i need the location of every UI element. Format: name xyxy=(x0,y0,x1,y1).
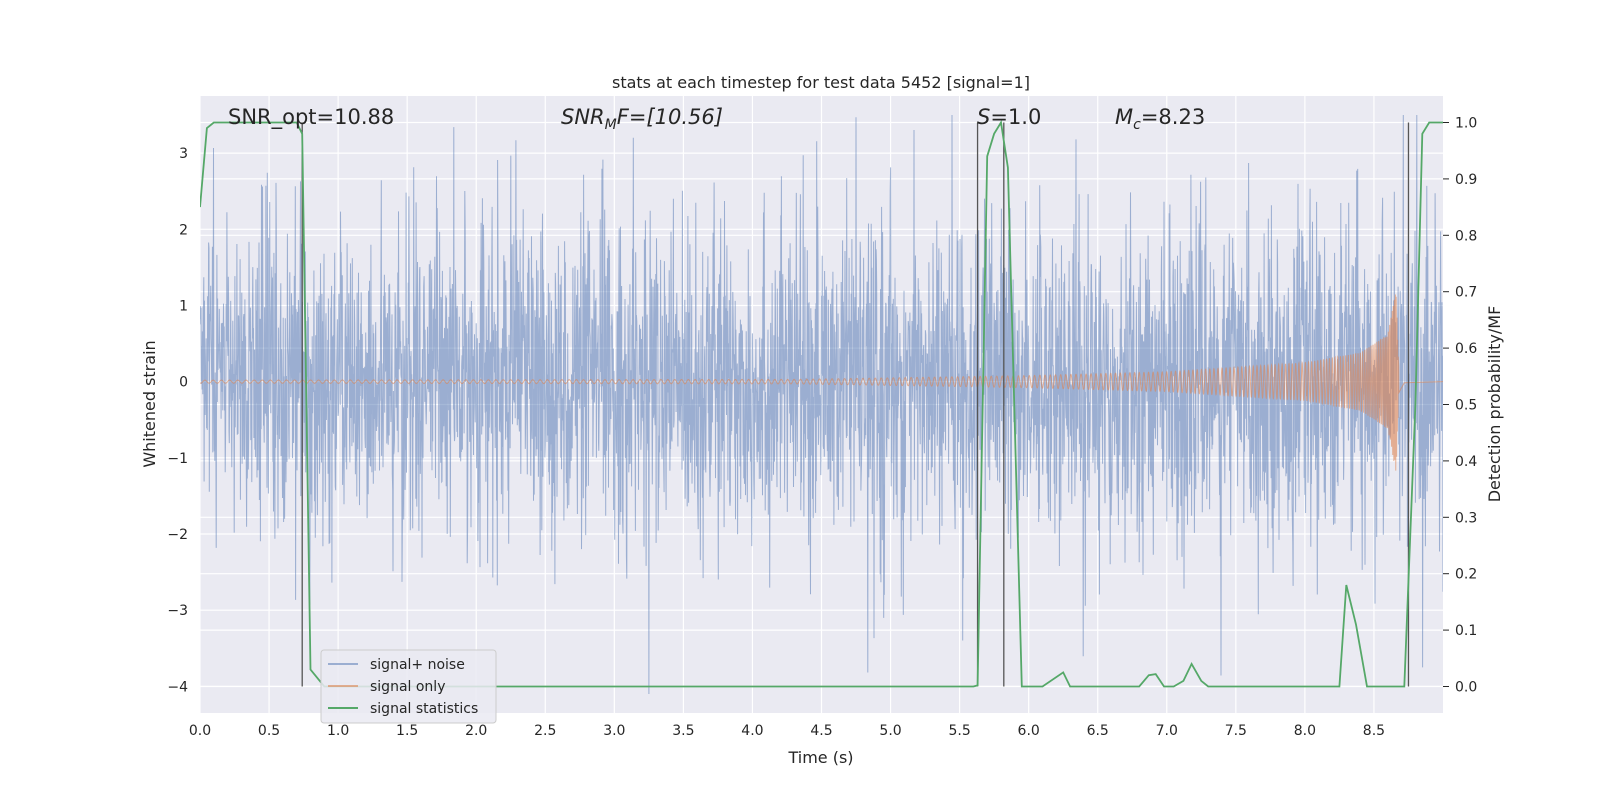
y2-tick-label: 0.4 xyxy=(1455,454,1477,470)
y2-tick-label: 0.6 xyxy=(1455,341,1477,357)
x-tick-label: 3.0 xyxy=(603,723,625,739)
legend-label-stats: signal statistics xyxy=(370,701,478,717)
y2-tick-label: 0.3 xyxy=(1455,510,1477,526)
y2-tick-label: 0.2 xyxy=(1455,567,1477,583)
x-tick-label: 7.0 xyxy=(1156,723,1178,739)
y-tick-label: 1 xyxy=(179,298,188,314)
y-tick-label: 0 xyxy=(179,375,188,391)
snr-mf-rest: F=[10.56] xyxy=(617,105,723,129)
x-tick-label: 4.0 xyxy=(741,723,763,739)
y2-tick-label: 0.7 xyxy=(1455,285,1477,301)
x-tick-label: 8.0 xyxy=(1294,723,1316,739)
x-tick-label: 4.5 xyxy=(810,723,832,739)
y2-tick-label: 0.5 xyxy=(1455,398,1477,414)
series-signal-only xyxy=(200,294,1443,471)
x-tick-label: 0.0 xyxy=(189,723,211,739)
x-tick-label: 1.5 xyxy=(396,723,418,739)
legend-label-signal: signal only xyxy=(370,679,445,695)
snr-mf-base: SNR xyxy=(561,105,605,129)
x-axis-label: Time (s) xyxy=(787,748,853,767)
y2-tick-label: 0.8 xyxy=(1455,228,1477,244)
x-tick-label: 1.0 xyxy=(327,723,349,739)
signal-only-line xyxy=(200,294,1443,471)
y-tick-label: −3 xyxy=(167,603,188,619)
x-tick-labels: 0.0 0.5 1.0 1.5 2.0 2.5 3.0 3.5 4.0 4.5 5.0 5.5 6.0 6… xyxy=(189,723,1385,739)
legend-box xyxy=(320,649,497,724)
annotation-mc: Mc=8.23 xyxy=(1115,105,1205,133)
y2-tick-labels: 1.0 0.9 0.8 0.7 0.6 0.5 0.4 0.3 0.2 0.1 0.0 xyxy=(1443,116,1477,695)
y-tick-label: 3 xyxy=(179,146,188,162)
chart-title: stats at each timestep for test data 545… xyxy=(612,73,1030,92)
y2-tick-label: 0.0 xyxy=(1455,679,1477,695)
legend-label-noise: signal+ noise xyxy=(370,657,465,673)
y-tick-labels: 3 2 1 0 −1 −2 −3 −4 xyxy=(167,146,188,695)
x-tick-label: 6.0 xyxy=(1018,723,1040,739)
s-rest: =1.0 xyxy=(990,105,1041,129)
x-tick-label: 8.5 xyxy=(1363,723,1385,739)
y-tick-label: −2 xyxy=(167,527,188,543)
x-tick-label: 2.0 xyxy=(465,723,487,739)
annotation-s: S=1.0 xyxy=(977,105,1041,129)
annotation-snr-mf: SNRMF=[10.56] xyxy=(561,105,723,133)
mc-base: M xyxy=(1115,105,1133,129)
y2-tick-label: 1.0 xyxy=(1455,116,1477,132)
series-signal-plus-noise xyxy=(200,114,1443,695)
snr-mf-sub: M xyxy=(605,117,617,133)
x-tick-label: 7.5 xyxy=(1225,723,1247,739)
x-tick-label: 5.0 xyxy=(879,723,901,739)
legend: signal+ noise signal only signal statist… xyxy=(320,649,497,724)
y-tick-label: 2 xyxy=(179,222,188,238)
x-tick-label: 5.5 xyxy=(948,723,970,739)
noise-line xyxy=(200,114,1443,695)
y-tick-label: −4 xyxy=(167,679,188,695)
mc-sub: c xyxy=(1133,117,1141,133)
y2-axis-label: Detection probability/MF xyxy=(1485,306,1504,503)
x-tick-label: 3.5 xyxy=(672,723,694,739)
y-axis-label: Whitened strain xyxy=(140,340,159,467)
x-tick-label: 6.5 xyxy=(1087,723,1109,739)
x-tick-label: 2.5 xyxy=(534,723,556,739)
y2-tick-label: 0.1 xyxy=(1455,623,1477,639)
mc-rest: =8.23 xyxy=(1141,105,1205,129)
y-tick-label: −1 xyxy=(167,451,188,467)
s-base: S xyxy=(977,105,990,129)
x-tick-label: 0.5 xyxy=(258,723,280,739)
vertical-markers xyxy=(301,122,1410,687)
annotation-snr-opt: SNR_opt=10.88 xyxy=(228,105,394,130)
y2-tick-label: 0.9 xyxy=(1455,172,1477,188)
